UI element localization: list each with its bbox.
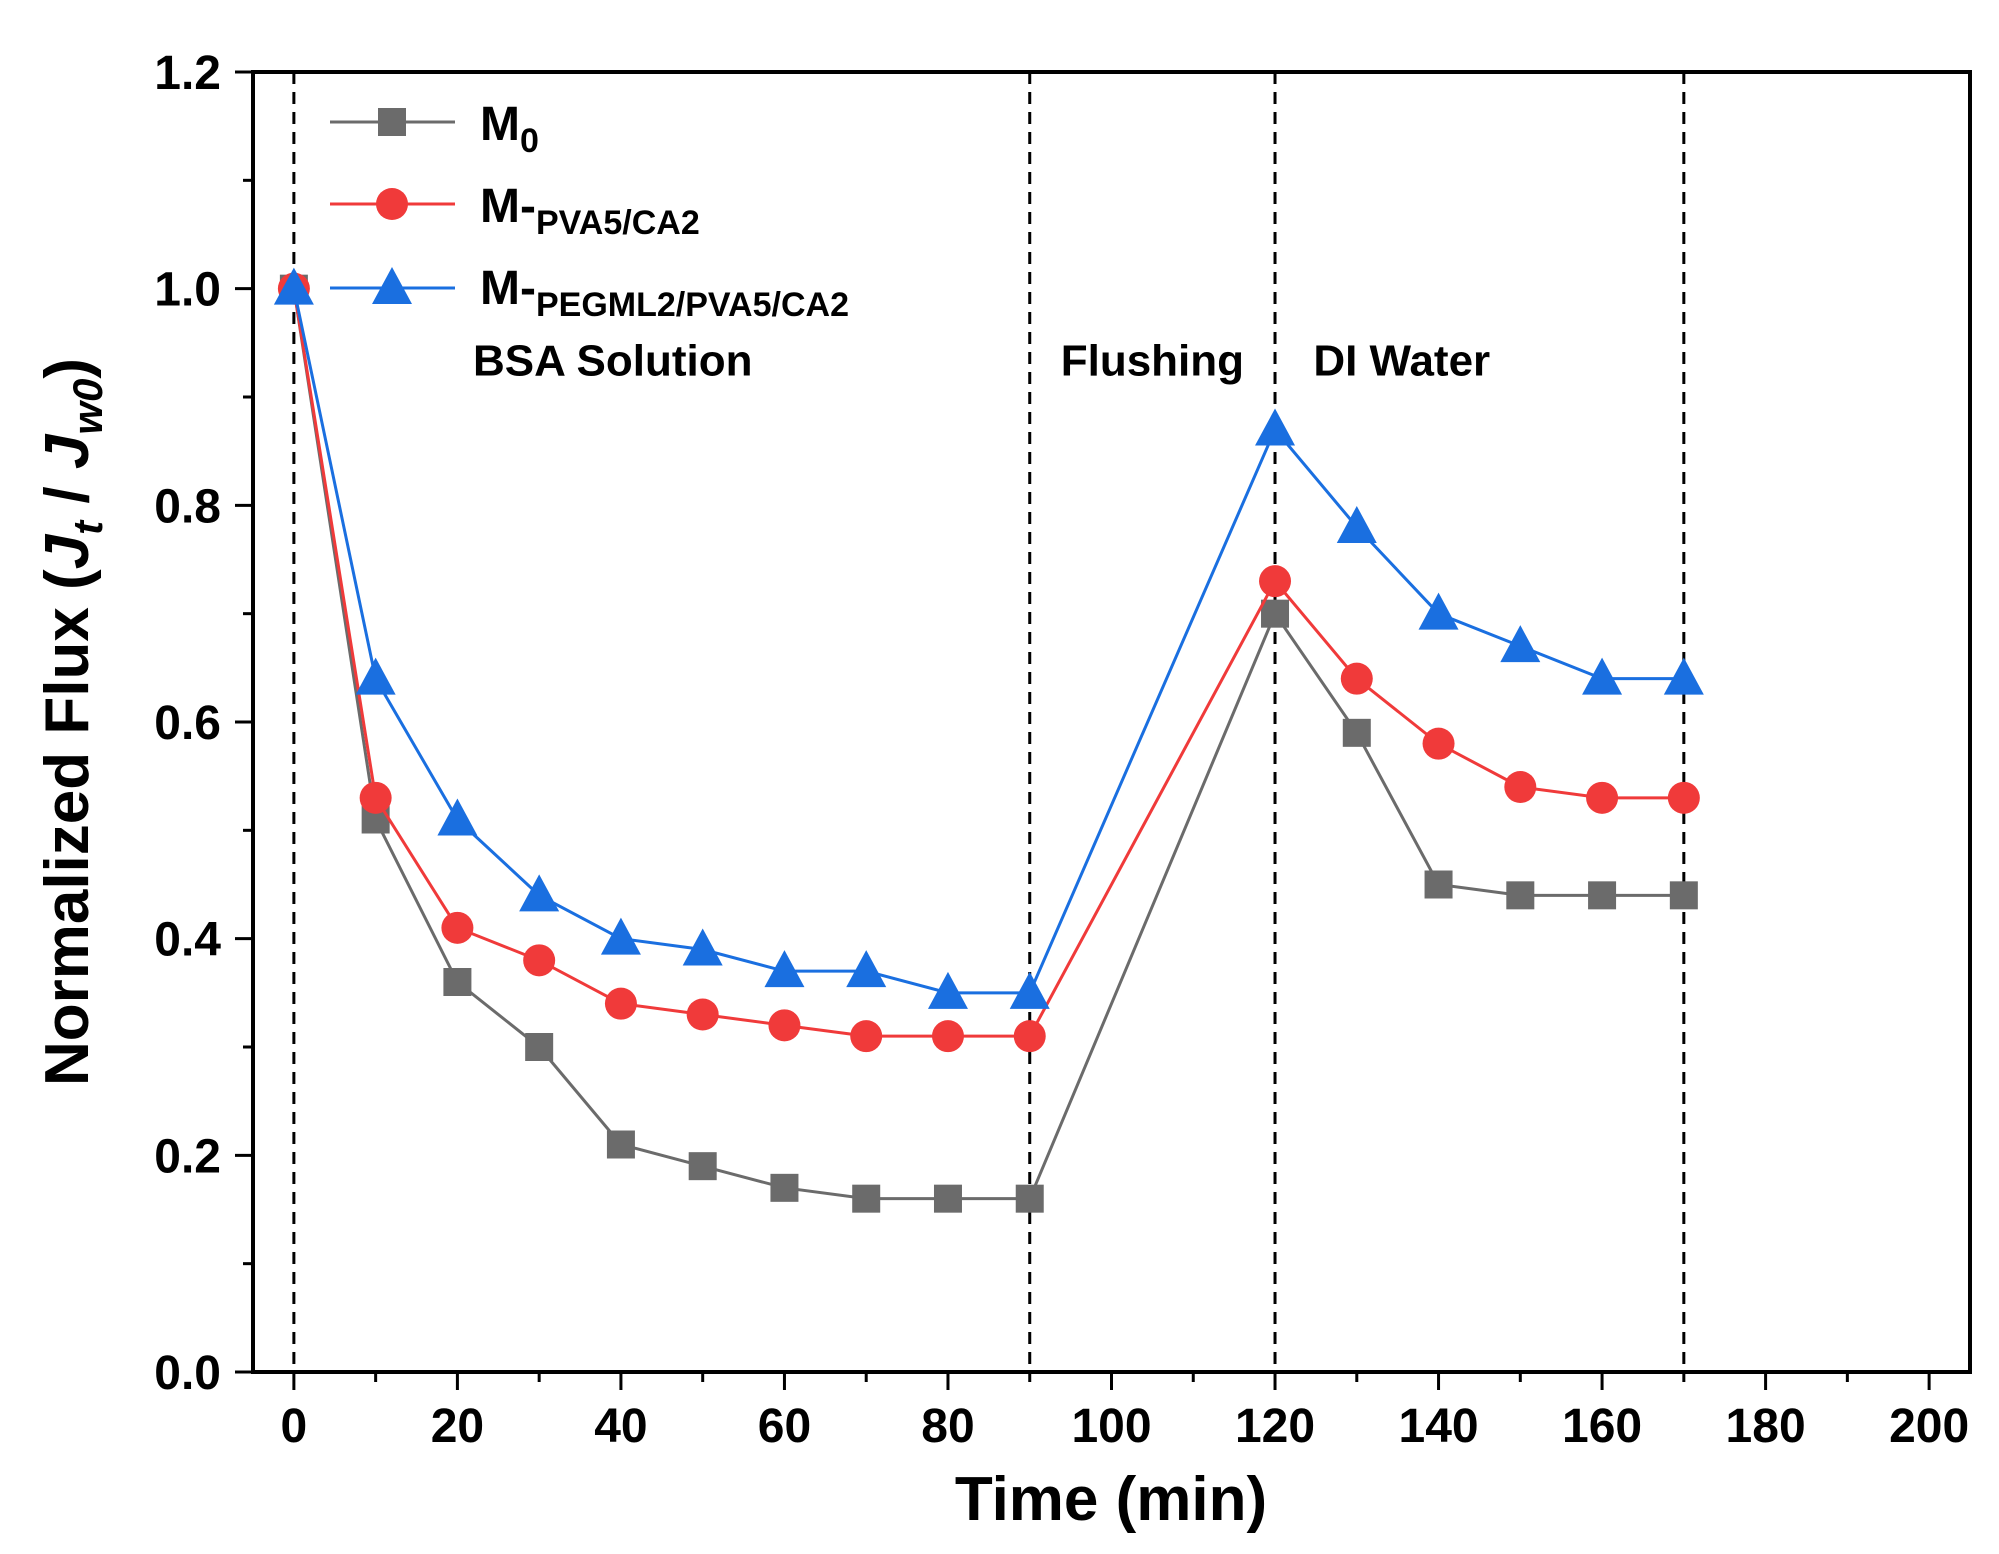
x-tick-label-160: 160 (1562, 1400, 1642, 1453)
point-m-pegml2-pva5-ca2-20 (437, 798, 478, 836)
legend-label-m-pva5-ca2: M-PVA5/CA2 (480, 180, 700, 242)
y-tick-label: 0.4 (154, 914, 221, 967)
point-m-pegml2-pva5-ca2-140 (1418, 592, 1459, 630)
legend-marker-m-pegml2-pva5-ca2 (372, 267, 412, 304)
x-tick-label-20: 20 (431, 1400, 484, 1453)
point-m-pegml2-pva5-ca2-70 (846, 950, 887, 988)
x-tick-label-200: 200 (1889, 1400, 1969, 1453)
point-m0-70 (852, 1184, 881, 1213)
point-m-pva5-ca2-80 (931, 1020, 964, 1053)
region-labels: BSA Solution Flushing DI Water (473, 336, 1490, 385)
point-m-pegml2-pva5-ca2-50 (682, 928, 723, 966)
y-tick-label: 1.0 (154, 264, 221, 317)
series-line-m0 (292, 288, 1684, 1201)
point-m-pva5-ca2-60 (768, 1009, 801, 1042)
y-axis-title: Normalized Flux (Jt / Jw0) (33, 358, 111, 1086)
y-tick-label: 0.8 (154, 480, 221, 533)
point-m-pegml2-pva5-ca2-170 (1663, 657, 1704, 695)
x-tick-label-0: 0 (281, 1400, 308, 1453)
legend-label-m0: M0 (480, 98, 539, 160)
y-tick-label: 0.2 (154, 1130, 221, 1183)
point-m0-90 (1015, 1184, 1044, 1213)
point-m-pva5-ca2-160 (1586, 781, 1619, 814)
point-m0-30 (525, 1033, 554, 1061)
series-layer (273, 267, 1704, 1213)
point-m-pva5-ca2-130 (1340, 662, 1373, 695)
region-label-di-water: DI Water (1313, 336, 1490, 385)
y-tick-label: 0.6 (154, 697, 221, 750)
point-m-pva5-ca2-30 (523, 944, 556, 977)
point-m-pva5-ca2-40 (604, 987, 637, 1020)
point-m-pegml2-pva5-ca2-150 (1500, 625, 1541, 663)
point-m0-150 (1506, 881, 1535, 910)
point-m0-80 (933, 1184, 962, 1213)
point-m-pva5-ca2-70 (850, 1020, 883, 1053)
point-m0-20 (443, 968, 472, 996)
point-m-pegml2-pva5-ca2-30 (519, 874, 560, 912)
point-m-pva5-ca2-150 (1504, 771, 1537, 803)
point-m0-160 (1588, 881, 1617, 910)
point-m-pva5-ca2-20 (441, 911, 474, 944)
point-m-pegml2-pva5-ca2-0 (273, 267, 314, 305)
point-m0-170 (1669, 881, 1698, 910)
legend-item-m-pva5-ca2: M-PVA5/CA2 (330, 180, 700, 242)
legend-label-m-pegml2-pva5-ca2: M-PEGML2/PVA5/CA2 (480, 262, 849, 324)
legend-item-m0: M0 (330, 98, 539, 160)
x-tick-label-120: 120 (1235, 1400, 1315, 1453)
y-tick-label: 1.2 (154, 47, 221, 100)
series-m-pva5-ca2 (277, 272, 1700, 1053)
x-tick-label-140: 140 (1399, 1400, 1479, 1453)
point-m0-130 (1342, 718, 1371, 747)
point-m-pva5-ca2-90 (1013, 1020, 1046, 1053)
point-m0-120 (1261, 599, 1290, 628)
region-label-bsa-solution: BSA Solution (473, 336, 752, 385)
legend: M0 M-PVA5/CA2 M-PEGML2/PVA5/CA2 (330, 98, 849, 324)
point-m-pva5-ca2-140 (1422, 727, 1455, 760)
point-m-pegml2-pva5-ca2-10 (355, 657, 396, 695)
region-label-flushing: Flushing (1061, 336, 1244, 385)
x-axis-title: Time (min) (955, 1465, 1267, 1534)
point-m0-50 (688, 1152, 717, 1181)
point-m-pva5-ca2-50 (686, 998, 719, 1031)
point-m0-60 (770, 1173, 799, 1202)
x-tick-label-180: 180 (1726, 1400, 1806, 1453)
x-tick-label-60: 60 (758, 1400, 811, 1453)
y-tick-label: 0.0 (154, 1347, 221, 1400)
axis-ticks: 0 20 40 60 80 100 120 140 160 180 200 0.0 0.2 0.4 0.6 0… (154, 47, 1969, 1453)
x-tick-label-80: 80 (921, 1400, 974, 1453)
x-tick-label-40: 40 (594, 1400, 647, 1453)
point-m-pva5-ca2-170 (1667, 781, 1700, 814)
series-line-m-pegml2-pva5-ca2 (292, 288, 1684, 995)
legend-marker-m0 (378, 108, 406, 136)
point-m-pva5-ca2-10 (359, 781, 392, 814)
point-m0-140 (1424, 870, 1453, 899)
point-m-pegml2-pva5-ca2-80 (927, 971, 968, 1009)
point-m-pegml2-pva5-ca2-90 (1009, 971, 1050, 1009)
legend-item-m-pegml2-pva5-ca2: M-PEGML2/PVA5/CA2 (330, 262, 849, 324)
point-m-pegml2-pva5-ca2-130 (1336, 506, 1377, 543)
point-m-pegml2-pva5-ca2-40 (600, 917, 641, 955)
point-m-pegml2-pva5-ca2-160 (1582, 657, 1623, 695)
point-m-pegml2-pva5-ca2-60 (764, 950, 805, 988)
series-line-m-pva5-ca2 (292, 288, 1684, 1038)
region-dividers (292, 72, 1686, 1372)
x-tick-label-100: 100 (1071, 1400, 1151, 1453)
legend-marker-m-pva5-ca2 (376, 188, 408, 220)
point-m-pva5-ca2-120 (1259, 565, 1292, 598)
series-m-pegml2-pva5-ca2 (273, 267, 1704, 1009)
point-m0-40 (606, 1130, 635, 1159)
point-m-pegml2-pva5-ca2-120 (1255, 408, 1296, 446)
